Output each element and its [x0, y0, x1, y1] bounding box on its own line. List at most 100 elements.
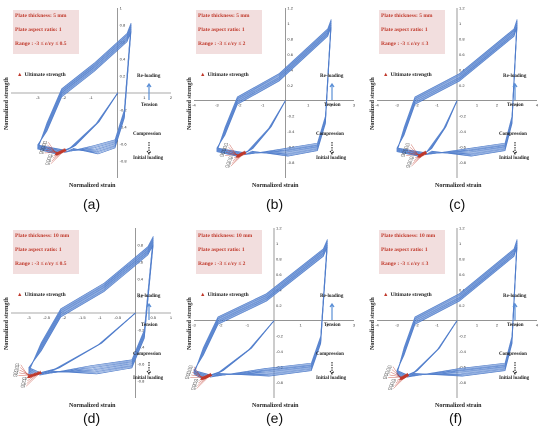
- x-tick-label: -1: [435, 323, 439, 328]
- y-tick-label: 0.2: [287, 83, 293, 88]
- leader-line: [388, 376, 405, 378]
- tension-label: Tension: [324, 323, 341, 328]
- y-tick-label: 1.2: [276, 226, 282, 231]
- y-tick-label: 1: [459, 21, 462, 26]
- series-line: [28, 244, 154, 375]
- x-tick-label: 2: [330, 103, 333, 108]
- ultimate-label: C7: [47, 157, 52, 161]
- triangle-icon: ▲: [200, 292, 206, 298]
- chart-svg: -4 -3 -2 -1 1 2 3 4 -0.8 -0.6 -0.4 -0.2 0.2 0.4 0.6 0.8…: [375, 226, 539, 398]
- ultimate-legend: ▲ Ultimate strength: [383, 292, 432, 298]
- y-tick-label: 0.2: [120, 74, 126, 79]
- ultimate-label: C6: [194, 379, 199, 383]
- ultimate-label: C8: [389, 384, 394, 388]
- x-tick-label: -3: [395, 323, 399, 328]
- initial-loading-label: Initial loading: [316, 156, 347, 161]
- ultimate-label: C1: [15, 363, 20, 367]
- leader-line: [27, 374, 36, 379]
- x-tick-label: -2.5: [43, 315, 51, 320]
- ultimate-label: C7: [227, 159, 232, 163]
- y-tick-label: 1.2: [287, 6, 293, 11]
- leader-line: [18, 374, 35, 376]
- initial-loading-label: Initial loading: [133, 156, 164, 161]
- chart-panel: -3 -2.5 -2 -1.5 -1 -0.5 0.5 1 -0.8 -0.6 -0.4 -0.2 0.…: [3, 222, 179, 412]
- y-tick-label: -0.2: [459, 114, 467, 119]
- ultimate-label: C8: [226, 162, 231, 166]
- ultimate-label: C5: [401, 154, 406, 158]
- y-tick-label: 0.8: [459, 36, 465, 41]
- ultimate-label: C5: [383, 376, 388, 380]
- leader-line: [44, 151, 61, 154]
- chart-panel: -3 -2 -1 1 2 -0.8 -0.6 -0.4 -0.2 0.2 0.4 0.6 0.8 1 C1 C…: [3, 2, 179, 192]
- ultimate-label: C6: [392, 379, 397, 383]
- x-tick-label: -3: [27, 315, 31, 320]
- info-text: Plate aspect ratio: 1: [15, 27, 62, 33]
- x-axis-title: Normalized strain: [69, 183, 116, 189]
- info-text: Plate thickness: 10 mm: [198, 233, 253, 239]
- info-text: Range : -3 ≤ ε/εy ≤ 2: [198, 261, 246, 267]
- ultimate-label: C5: [220, 154, 225, 158]
- compression-arrow: [146, 142, 152, 155]
- tension-arrow: [512, 302, 518, 320]
- x-tick-label: -2: [219, 323, 223, 328]
- ultimate-label: C3: [222, 148, 227, 152]
- compression-arrow: [512, 142, 518, 155]
- leader-line: [199, 376, 208, 381]
- compression-arrow: [512, 362, 518, 375]
- x-tick-label: 1: [476, 103, 479, 108]
- triangle-icon: ▲: [17, 72, 23, 78]
- ultimate-label: C7: [390, 381, 395, 385]
- y-tick-label: 0.4: [137, 277, 143, 282]
- ultimate-label: C3: [385, 370, 390, 374]
- info-box: Plate thickness: 10 mm Plate aspect ratio…: [196, 230, 262, 274]
- leader-line: [393, 374, 408, 389]
- y-tick-label: -0.8: [459, 160, 467, 165]
- x-tick-label: 2: [326, 323, 329, 328]
- ultimate-label: C9: [191, 387, 196, 391]
- leader-line: [198, 375, 209, 384]
- x-tick-label: 3: [516, 103, 519, 108]
- x-tick-label: 1: [476, 323, 479, 328]
- info-box: Plate thickness: 10 mm Plate aspect ratio…: [13, 230, 79, 274]
- x-tick-label: -3: [395, 103, 399, 108]
- ultimate-label: C9: [388, 387, 393, 391]
- y-tick-label: -0.8: [287, 160, 295, 165]
- y-tick-label: 0.6: [459, 272, 465, 277]
- series-line: [216, 26, 332, 157]
- x-tick-label: -4: [375, 323, 379, 328]
- y-tick-label: 0.6: [459, 52, 465, 57]
- leader-line: [396, 376, 406, 381]
- y-tick-label: -0.2: [276, 334, 284, 339]
- ultimate-label: C5: [39, 151, 44, 155]
- reloading-label: Re-loading: [137, 74, 161, 79]
- ultimate-strength-marker: [423, 150, 428, 154]
- y-tick-label: 0.4: [459, 67, 465, 72]
- info-text: Plate aspect ratio: 1: [381, 247, 428, 253]
- leader-line: [27, 373, 38, 382]
- x-tick-label: 1: [170, 315, 173, 320]
- leader-line: [53, 151, 62, 156]
- tension-label: Tension: [324, 103, 341, 108]
- x-tick-label: -2: [415, 103, 419, 108]
- y-tick-label: 0.8: [137, 243, 143, 248]
- x-tick-label: 2: [496, 323, 499, 328]
- y-tick-label: 0.2: [459, 83, 465, 88]
- ultimate-label: C1: [43, 140, 48, 144]
- ultimate-label: C9: [21, 384, 26, 388]
- triangle-icon: ▲: [383, 292, 389, 298]
- ultimate-label: C7: [193, 381, 198, 385]
- ultimate-label: C8: [46, 159, 51, 163]
- triangle-icon: ▲: [17, 292, 23, 298]
- y-tick-label: -0.8: [137, 379, 145, 384]
- y-tick-label: 0.8: [276, 256, 282, 261]
- ultimate-label: C2: [404, 145, 409, 149]
- leader-line: [413, 153, 424, 161]
- y-tick-label: 0.8: [287, 36, 293, 41]
- ultimate-legend-label: Ultimate strength: [207, 72, 249, 78]
- ultimate-label: C9: [225, 164, 230, 168]
- info-text: Plate aspect ratio: 1: [198, 247, 245, 253]
- ultimate-label: C7: [22, 379, 27, 383]
- chart-svg: -4 -3 -2 -1 1 2 3 4 -0.8 -0.6 -0.4 -0.2 0.2 0.4 0.6 0.8…: [375, 6, 539, 178]
- info-text: Plate thickness: 10 mm: [381, 233, 436, 239]
- leader-line: [232, 153, 244, 161]
